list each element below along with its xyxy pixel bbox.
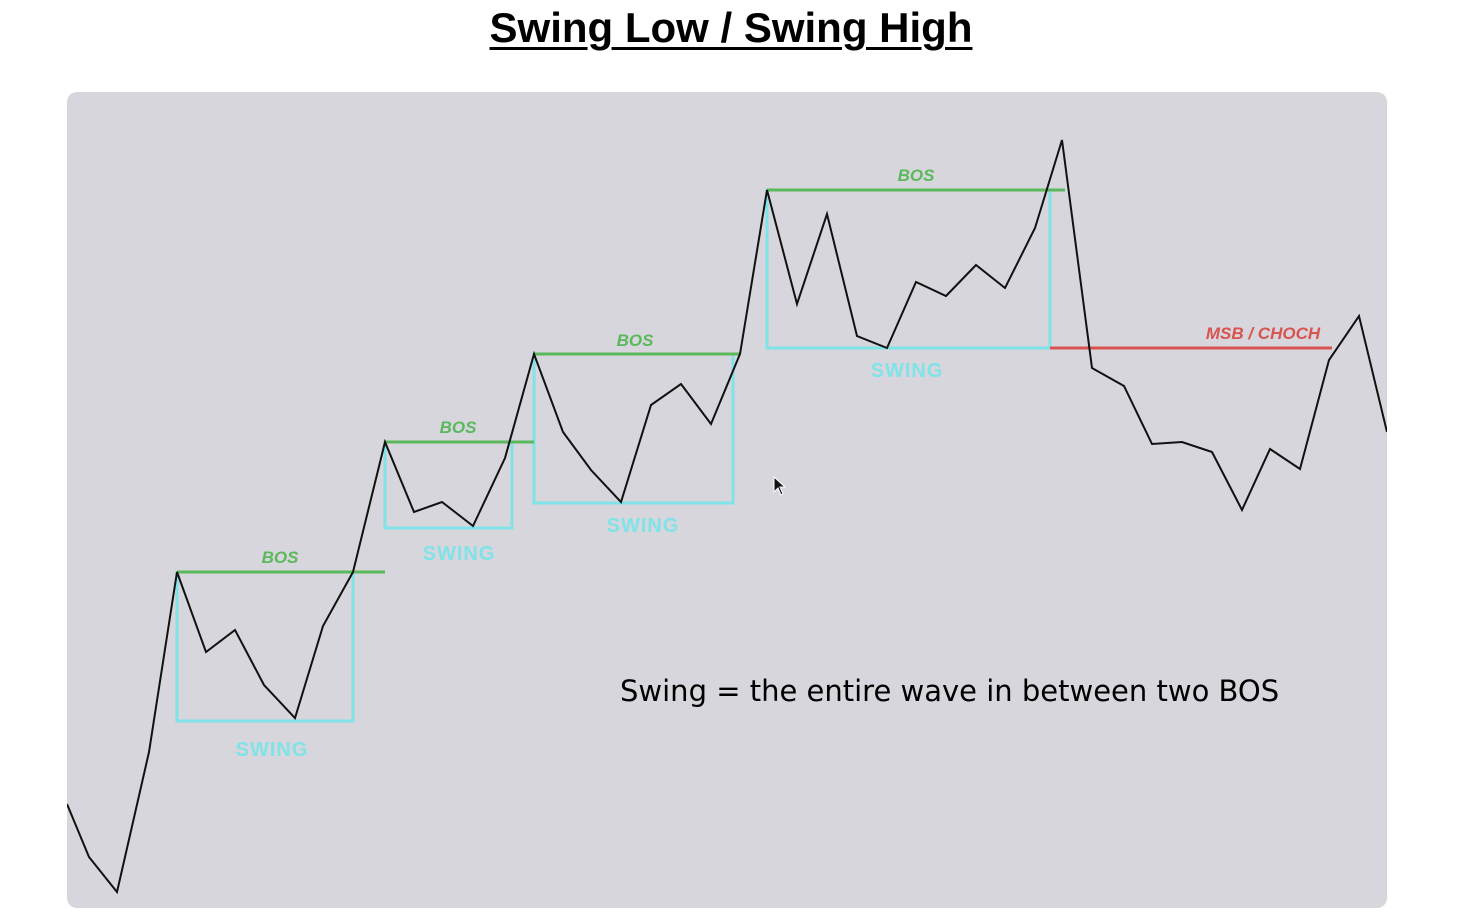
msb-label: MSB / CHOCH [1206,324,1321,343]
mouse-pointer-icon [773,475,787,496]
swing-label-3: SWING [607,515,680,537]
swing-label-2: SWING [423,543,496,565]
diagram-canvas: BOS BOS BOS BOS SWING SWING SWING SWING … [67,92,1387,908]
page-title: Swing Low / Swing High [489,4,973,51]
bos-label-4: BOS [898,166,936,185]
caption: Swing = the entire wave in between two B… [620,674,1279,708]
price-line [67,139,1387,895]
swing-label-4: SWING [871,360,944,382]
panel-background [67,92,1387,908]
bos-lines [177,188,1065,574]
swing-label-1: SWING [236,739,309,761]
diagram-panel: BOS BOS BOS BOS SWING SWING SWING SWING … [67,92,1387,908]
bos-label-2: BOS [440,418,478,437]
bos-label-3: BOS [617,331,655,350]
bos-label-1: BOS [262,548,300,567]
